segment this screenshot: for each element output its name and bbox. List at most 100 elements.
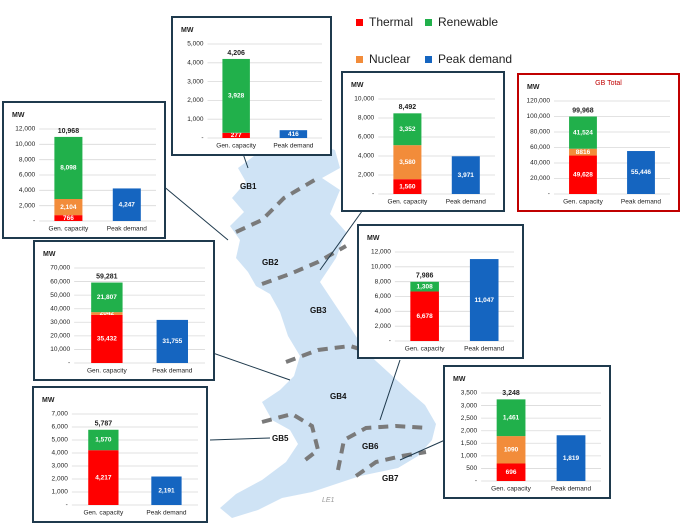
y-tick-label: 2,000 bbox=[19, 202, 36, 209]
y-tick-label: 100,000 bbox=[526, 113, 550, 120]
chart-svg-gb7: MW - 500 1,000 1,500 2,000 2,500 3,000 3,500 696 1… bbox=[453, 376, 601, 493]
y-tick-label: 3,000 bbox=[52, 463, 69, 470]
bar-renewable-gen-capacity bbox=[54, 136, 83, 199]
bar-peak-peak-demand bbox=[451, 156, 480, 194]
bar-peak-peak-demand bbox=[151, 476, 182, 505]
y-tick-label: - bbox=[33, 218, 35, 225]
data-label-peak: 31,755 bbox=[162, 338, 182, 345]
total-label: 8,492 bbox=[399, 104, 417, 111]
x-tick-label: Peak demand bbox=[446, 199, 486, 206]
bar-nuclear-gen-capacity bbox=[569, 148, 597, 156]
bar-peak-peak-demand bbox=[279, 130, 308, 138]
legend-item-thermal: Thermal bbox=[356, 15, 413, 29]
y-tick-label: 3,000 bbox=[187, 78, 204, 85]
x-tick-label: Gen. capacity bbox=[216, 143, 256, 150]
y-tick-label: 3,500 bbox=[461, 390, 478, 397]
chart-svg-gb2: MW - 2,000 4,000 6,000 8,000 10,000 12,000 766 2,… bbox=[12, 112, 156, 233]
y-tick-label: 1,000 bbox=[187, 116, 204, 123]
total-label: 99,968 bbox=[572, 107, 594, 114]
y-tick-label: 2,000 bbox=[461, 427, 478, 434]
data-label-peak: 1,819 bbox=[563, 455, 580, 462]
bar-thermal-gen-capacity bbox=[88, 450, 119, 505]
chart-panel-gb2: MW - 2,000 4,000 6,000 8,000 10,000 12,000 766 2,… bbox=[2, 101, 166, 239]
y-tick-label: - bbox=[372, 191, 374, 198]
y-axis-label: MW bbox=[42, 397, 55, 404]
y-tick-label: 6,000 bbox=[52, 424, 69, 431]
data-label-renewable: 1,570 bbox=[95, 437, 112, 444]
chart-svg-gb6: MW - 2,000 4,000 6,000 8,000 10,000 12,000 6,678… bbox=[367, 235, 514, 353]
y-tick-label: 3,000 bbox=[461, 402, 478, 409]
y-tick-label: 30,000 bbox=[50, 319, 70, 326]
data-label-nuclear: 3,580 bbox=[399, 159, 416, 166]
x-tick-label: Gen. capacity bbox=[405, 346, 445, 353]
chart-svg-gb4: MW - 10,000 20,000 30,000 40,000 50,000 60,000 7… bbox=[43, 251, 205, 375]
bar-peak-peak-demand bbox=[469, 259, 499, 341]
chart-title: GB Total bbox=[595, 80, 622, 87]
bar-nuclear-gen-capacity bbox=[496, 436, 526, 464]
footnote: LE1 bbox=[322, 497, 335, 504]
bar-thermal-gen-capacity bbox=[222, 132, 250, 138]
y-tick-label: 4,000 bbox=[187, 60, 204, 67]
chart-panel-gb4: MW - 10,000 20,000 30,000 40,000 50,000 60,000 7… bbox=[33, 240, 215, 381]
y-tick-label: 2,000 bbox=[375, 323, 392, 330]
data-label-thermal: 49,628 bbox=[573, 171, 593, 178]
y-tick-label: 6,000 bbox=[375, 293, 392, 300]
y-tick-label: 1,000 bbox=[461, 453, 478, 460]
x-tick-label: Gen. capacity bbox=[388, 199, 428, 206]
total-label: 59,281 bbox=[96, 273, 118, 280]
y-tick-label: 60,000 bbox=[530, 144, 550, 151]
data-label-nuclear: 2,104 bbox=[60, 204, 77, 211]
legend-item-nuclear: Nuclear bbox=[356, 52, 410, 66]
y-tick-label: 6,000 bbox=[358, 134, 375, 141]
bar-peak-peak-demand bbox=[112, 188, 141, 221]
data-label-peak: 2,191 bbox=[158, 487, 175, 494]
x-tick-label: Peak demand bbox=[146, 510, 186, 517]
bar-renewable-gen-capacity bbox=[222, 58, 250, 133]
y-tick-label: 12,000 bbox=[371, 249, 391, 256]
data-label-thermal: 766 bbox=[63, 215, 74, 222]
y-tick-label: 4,000 bbox=[375, 308, 392, 315]
y-tick-label: 20,000 bbox=[530, 175, 550, 182]
region-label-gb7: GB7 bbox=[382, 474, 399, 483]
region-label-gb5: GB5 bbox=[272, 434, 289, 443]
x-tick-label: Peak demand bbox=[152, 368, 192, 375]
y-axis-label: MW bbox=[453, 376, 466, 383]
data-label-thermal: 696 bbox=[506, 469, 517, 476]
y-tick-label: 50,000 bbox=[50, 292, 70, 299]
x-tick-label: Peak demand bbox=[464, 346, 504, 353]
legend-label-nuclear: Nuclear bbox=[369, 52, 411, 66]
data-label-thermal: 6,678 bbox=[417, 313, 434, 320]
y-tick-label: 4,000 bbox=[52, 450, 69, 457]
chart-panel-gb7: MW - 500 1,000 1,500 2,000 2,500 3,000 3,500 696 1… bbox=[443, 365, 611, 499]
y-tick-label: 10,000 bbox=[354, 96, 374, 103]
y-tick-label: 2,000 bbox=[187, 97, 204, 104]
region-boundary-gb3 bbox=[285, 343, 383, 364]
y-tick-label: 2,500 bbox=[461, 415, 478, 422]
x-tick-label: Gen. capacity bbox=[563, 199, 603, 206]
y-tick-label: - bbox=[548, 191, 550, 198]
bar-thermal-gen-capacity bbox=[496, 463, 526, 481]
y-tick-label: 1,500 bbox=[461, 440, 478, 447]
chart-panel-gb-total: MW GB Total - 20,000 40,000 60,000 80,000 100,0… bbox=[517, 73, 680, 212]
x-tick-label: Peak demand bbox=[273, 143, 313, 150]
region-boundary-gb5 bbox=[261, 411, 321, 466]
y-tick-label: 8,000 bbox=[19, 156, 36, 163]
y-tick-label: 1,000 bbox=[52, 489, 69, 496]
chart-svg-gb1: MW - 1,000 2,000 3,000 4,000 5,000 277 3,928 4,20… bbox=[181, 27, 322, 150]
bar-renewable-gen-capacity bbox=[569, 116, 597, 149]
pointer-gb6 bbox=[379, 359, 401, 421]
y-axis-label: MW bbox=[351, 82, 364, 89]
y-tick-label: 7,000 bbox=[52, 411, 69, 418]
y-tick-label: 40,000 bbox=[530, 160, 550, 167]
pointer-gb5 bbox=[209, 437, 271, 441]
callout-pointers bbox=[149, 144, 446, 461]
legend-swatch-peak bbox=[425, 55, 432, 63]
chart-panel-gb1: MW - 1,000 2,000 3,000 4,000 5,000 277 3,928 4,20… bbox=[171, 16, 332, 156]
bar-renewable-gen-capacity bbox=[410, 281, 439, 292]
total-label: 10,968 bbox=[58, 128, 80, 135]
y-tick-label: 120,000 bbox=[526, 98, 550, 105]
y-tick-label: - bbox=[475, 478, 477, 485]
y-tick-label: 40,000 bbox=[50, 305, 70, 312]
y-tick-label: 4,000 bbox=[19, 187, 36, 194]
data-label-renewable: 1,308 bbox=[417, 283, 434, 290]
